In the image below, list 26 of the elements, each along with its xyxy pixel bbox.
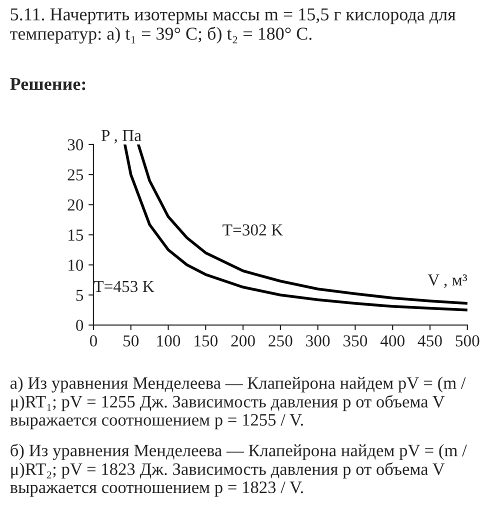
y-tick-label: 0 — [76, 320, 84, 332]
x-axis-title: V , м³ — [428, 274, 468, 288]
x-tick-label: 450 — [418, 335, 442, 347]
x-tick-label: 100 — [157, 335, 180, 347]
x-tick-label: 400 — [380, 335, 404, 347]
x-tick-label: 0 — [90, 335, 98, 347]
chart-title: 5.11. Начертить изотермы массы m = 15,5 г кислорода для температур: а) t₁ = 39° C; б) t₂ = 180° C. — [10, 8, 456, 44]
text: а) Из уравнения Менделеева — Клапейрона найдем pV = (m / μ)RT₁; pV = 1255 Дж. Зависимость давления p от объема V выражается соотношением p = 1255 / V. — [10, 376, 466, 430]
y-axis-title: P , Па — [101, 130, 142, 144]
y-tick-label: 5 — [76, 290, 84, 301]
x-tick-label: 50 — [124, 335, 139, 347]
chart-subtitle: Решение: — [10, 78, 86, 90]
y-tick-label: 10 — [68, 260, 84, 271]
x-tick-label: 300 — [306, 335, 330, 347]
y-tick-label: 20 — [68, 199, 84, 211]
x-tick-label: 200 — [231, 335, 255, 347]
series-label: T=453 K — [94, 280, 154, 292]
x-tick-label: 250 — [268, 335, 292, 347]
series-label: T=302 K — [222, 224, 283, 236]
y-tick-label: 30 — [68, 139, 84, 150]
x-tick-label: 350 — [344, 335, 368, 347]
x-tick-label: 500 — [456, 335, 480, 347]
y-tick-label: 15 — [68, 230, 84, 241]
x-tick-label: 150 — [194, 335, 218, 347]
text: б) Из уравнения Менделеева — Клапейрона найдем pV = (m / μ)RT₂; pV = 1823 Дж. Зависимость давления p от объема V выражается соотношением p = 1823 / V. — [10, 444, 467, 497]
y-tick-label: 25 — [68, 169, 84, 181]
